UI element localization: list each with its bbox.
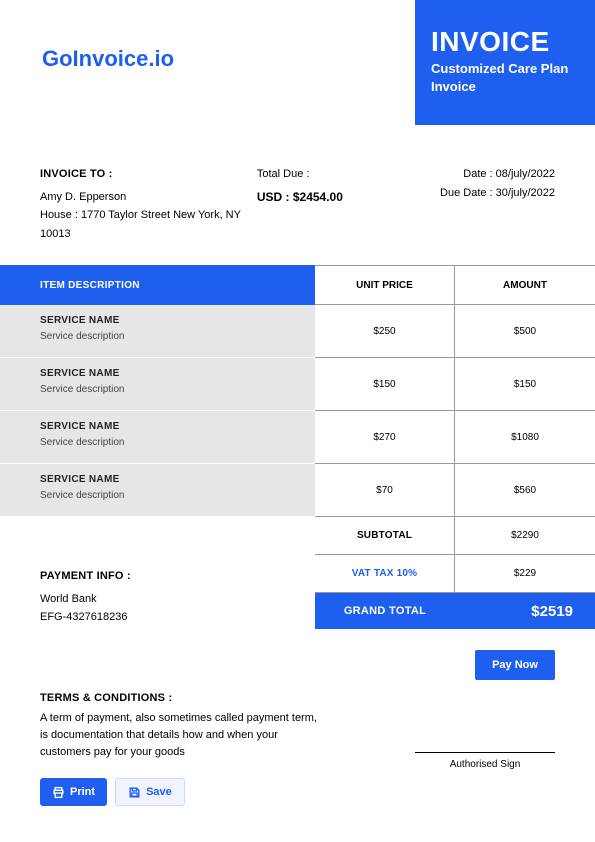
payment-ref: EFG-4327618236	[40, 608, 315, 627]
service-name: SERVICE NAME	[40, 315, 315, 326]
save-icon	[128, 786, 141, 799]
subtotal-label: SUBTOTAL	[315, 517, 455, 554]
brand-logo: GoInvoice.io	[42, 46, 174, 72]
bill-to-name: Amy D. Epperson	[40, 188, 257, 207]
unit-price: $270	[315, 411, 455, 463]
bill-to-address: House : 1770 Taylor Street New York, NY …	[40, 206, 257, 243]
bill-to: INVOICE TO : Amy D. Epperson House : 177…	[40, 165, 257, 244]
unit-price: $150	[315, 358, 455, 410]
service-description: Service description	[40, 331, 315, 342]
signature-block: Authorised Sign	[415, 752, 555, 770]
th-unit-price: UNIT PRICE	[315, 265, 455, 305]
service-name: SERVICE NAME	[40, 421, 315, 432]
service-description: Service description	[40, 384, 315, 395]
invoice-title: INVOICE	[431, 26, 581, 58]
subtotal-value: $2290	[455, 517, 595, 554]
vat-row: VAT TAX 10% $229	[315, 555, 595, 593]
vat-label: VAT TAX 10%	[315, 555, 455, 592]
amount: $500	[455, 305, 595, 357]
grand-total-row: GRAND TOTAL $2519	[315, 593, 595, 629]
print-button[interactable]: Print	[40, 778, 107, 806]
total-due-value: USD : $2454.00	[257, 187, 393, 207]
th-amount: AMOUNT	[455, 265, 595, 305]
table-header: ITEM DESCRIPTION UNIT PRICE AMOUNT	[0, 265, 595, 305]
unit-price: $250	[315, 305, 455, 357]
total-due-label: Total Due :	[257, 165, 393, 184]
signature-label: Authorised Sign	[415, 759, 555, 770]
terms-label: TERMS & CONDITIONS :	[40, 690, 320, 707]
th-description: ITEM DESCRIPTION	[0, 265, 315, 305]
grand-value: $2519	[455, 593, 595, 629]
table-row: SERVICE NAME Service description$270$1080	[0, 411, 595, 464]
payment-bank: World Bank	[40, 590, 315, 609]
amount: $1080	[455, 411, 595, 463]
table-row: SERVICE NAMEService description$150$150	[0, 358, 595, 411]
terms-body: A term of payment, also sometimes called…	[40, 710, 320, 761]
table-row: SERVICE NAME Service description$70$560	[0, 464, 595, 517]
pay-now-button[interactable]: Pay Now	[475, 650, 555, 680]
dates: Date : 08/july/2022 Due Date : 30/july/2…	[392, 165, 555, 244]
payment-info: PAYMENT INFO : World Bank EFG-4327618236	[0, 517, 315, 629]
terms-section: TERMS & CONDITIONS : A term of payment, …	[40, 690, 320, 761]
service-name: SERVICE NAME	[40, 474, 315, 485]
print-label: Print	[70, 786, 95, 798]
vat-value: $229	[455, 555, 595, 592]
save-label: Save	[146, 786, 172, 798]
signature-line	[415, 752, 555, 753]
action-buttons: Print Save	[40, 778, 185, 806]
amount: $150	[455, 358, 595, 410]
save-button[interactable]: Save	[115, 778, 185, 806]
unit-price: $70	[315, 464, 455, 516]
grand-label: GRAND TOTAL	[315, 593, 455, 629]
subtotal-row: SUBTOTAL $2290	[315, 517, 595, 555]
invoice-subtitle: Customized Care Plan Invoice	[431, 60, 581, 95]
total-due: Total Due : USD : $2454.00	[257, 165, 393, 244]
service-description: Service description	[40, 490, 315, 501]
due-date: Due Date : 30/july/2022	[392, 184, 555, 203]
bill-to-label: INVOICE TO :	[40, 165, 257, 184]
items-table: ITEM DESCRIPTION UNIT PRICE AMOUNT SERVI…	[0, 265, 595, 629]
payment-info-label: PAYMENT INFO :	[40, 567, 315, 586]
service-description: Service description	[40, 437, 315, 448]
service-name: SERVICE NAME	[40, 368, 315, 379]
table-row: SERVICE NAME Service description$250$500	[0, 305, 595, 358]
invoice-date: Date : 08/july/2022	[392, 165, 555, 184]
print-icon	[52, 786, 65, 799]
info-section: INVOICE TO : Amy D. Epperson House : 177…	[40, 165, 555, 244]
amount: $560	[455, 464, 595, 516]
invoice-header-block: INVOICE Customized Care Plan Invoice	[415, 0, 595, 125]
